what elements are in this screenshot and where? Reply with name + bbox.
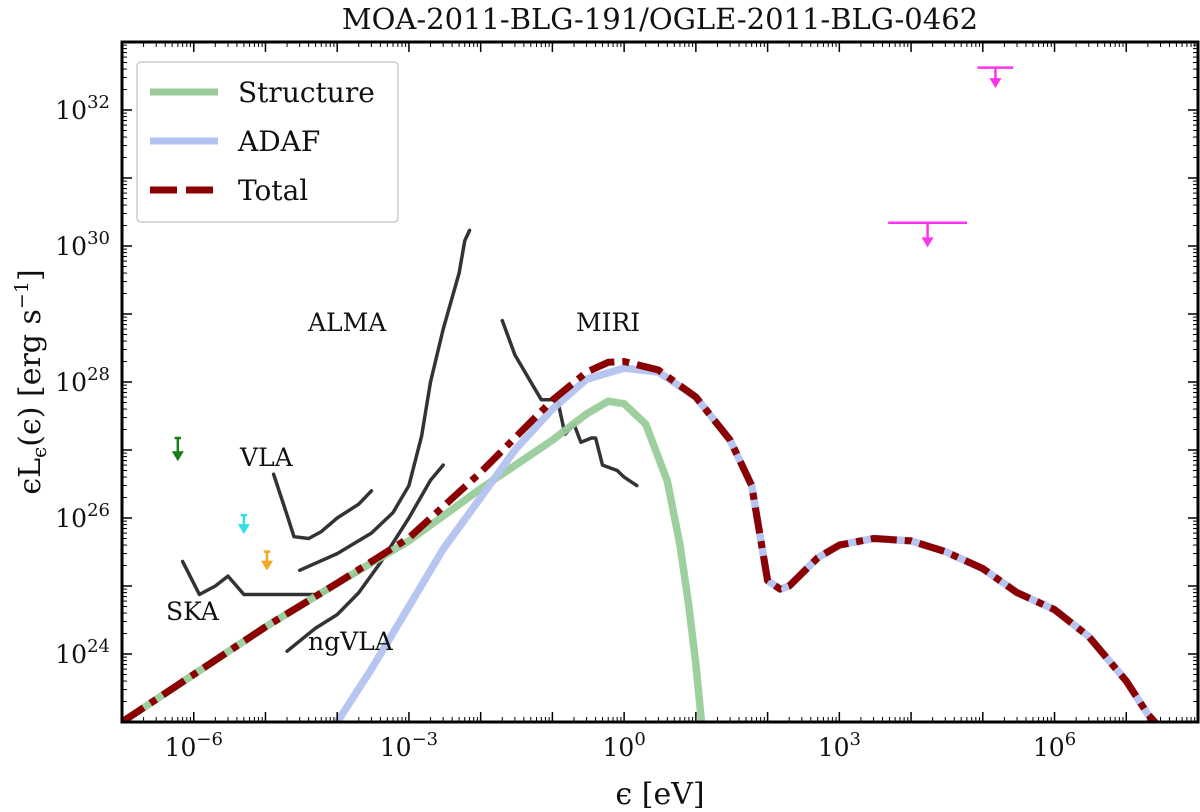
y-tick-label: 1026 (55, 500, 110, 533)
x-tick-label: 10−3 (380, 729, 438, 762)
instrument-labels: ALMA MIRI VLA SKA ngVLA (166, 308, 640, 656)
legend: Structure ADAF Total (136, 61, 399, 223)
y-tick-label: 1032 (55, 92, 110, 125)
y-tick-label: 1030 (55, 228, 110, 261)
sensitivity-curve-alma (297, 228, 472, 573)
x-tick-label: 10−6 (165, 729, 223, 762)
legend-box (136, 61, 399, 223)
series-line-structure (122, 397, 706, 722)
label-vla: VLA (239, 443, 294, 472)
label-ska: SKA (166, 597, 220, 626)
upper-limit-marker-1 (171, 436, 184, 462)
upper-limit-marker-5 (977, 66, 1014, 89)
series-line-adaf (334, 364, 1160, 722)
plot-frame (120, 40, 1200, 724)
y-tick-label: 1028 (55, 364, 110, 397)
upper-limit-marker-2 (237, 513, 250, 535)
x-tick-label: 100 (603, 729, 646, 762)
x-axis-label: ϵ [eV] (615, 777, 704, 812)
upper-limit-marker-4 (888, 221, 968, 248)
legend-label-total: Total (238, 174, 308, 207)
legend-label-structure: Structure (238, 76, 375, 109)
sensitivity-curve-ngvla (285, 463, 445, 653)
label-alma: ALMA (307, 308, 387, 337)
y-axis-label: ϵLϵ(ϵ) [erg s−1] (11, 269, 51, 494)
label-miri: MIRI (576, 308, 640, 337)
x-tick-label: 106 (1033, 729, 1076, 762)
label-ngvla: ngVLA (308, 627, 394, 656)
series-line-total (122, 358, 1160, 722)
upper-limit-marker-3 (260, 550, 273, 571)
legend-label-adaf: ADAF (237, 125, 320, 158)
plot-area (122, 66, 1160, 722)
sensitivity-curve-vla (271, 472, 374, 541)
chart-title: MOA-2011-BLG-191/OGLE-2011-BLG-0462 (342, 2, 978, 36)
y-tick-label: 1024 (55, 636, 110, 669)
x-tick-label: 103 (818, 729, 861, 762)
